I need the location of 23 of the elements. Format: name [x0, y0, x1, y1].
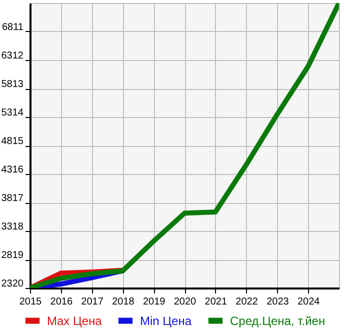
x-tick-label: 2022 — [236, 296, 258, 308]
x-tick-label: 2018 — [112, 296, 135, 308]
legend-label: Min Цена — [140, 314, 192, 328]
y-tick-label: 3318 — [1, 222, 24, 232]
x-tick-label: 2016 — [50, 296, 73, 308]
x-tick-label: 2024 — [297, 296, 320, 308]
x-tick-label: 2015 — [19, 296, 42, 308]
legend-label: Max Цена — [47, 314, 102, 328]
x-tick-label: 2017 — [81, 296, 104, 308]
legend-label: Сред.Цена, т.йен — [230, 314, 326, 328]
y-tick-label: 5813 — [1, 79, 24, 90]
x-tick-label: 2021 — [204, 296, 228, 308]
y-tick-label: 4316 — [1, 164, 24, 176]
x-tick-label: 2019 — [142, 296, 166, 308]
y-tick-label: 2819 — [1, 250, 24, 261]
y-tick-label: 4815 — [1, 136, 24, 147]
x-tick-label: 2020 — [174, 296, 197, 308]
y-tick-label: 6811 — [2, 22, 24, 33]
y-tick-label: 5314 — [1, 108, 24, 118]
y-tick-label: 2320 — [1, 278, 24, 290]
y-tick-label: 6312 — [1, 50, 24, 62]
y-tick-label: 3817 — [1, 193, 24, 204]
x-tick-label: 2023 — [266, 296, 290, 308]
